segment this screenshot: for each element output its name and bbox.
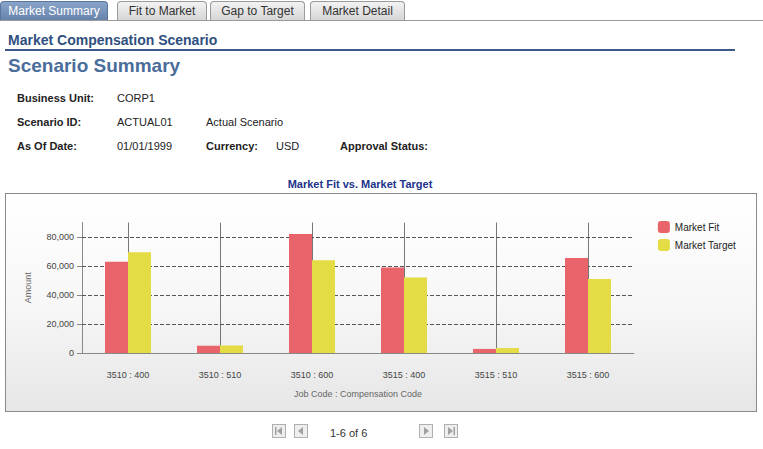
svg-text:Amount: Amount [23,272,33,304]
html-text:Scenario ID:: Scenario ID: [17,116,82,128]
html-text:01/01/1999: 01/01/1999 [117,140,173,152]
html-text:Scenario Summary: Scenario Summary [8,55,181,76]
svg-text:3515 : 510: 3515 : 510 [475,370,518,380]
html-text:Market Fit vs. Market Target: Market Fit vs. Market Target [287,178,433,190]
svg-text:3515 : 400: 3515 : 400 [383,370,426,380]
html-text:Business Unit:: Business Unit: [17,92,94,104]
html-text:CORP1: CORP1 [117,92,155,104]
html-text:USD: USD [276,140,300,152]
html-text:Market Detail: Market Detail [322,4,393,18]
html-text:Market Compensation Scenario: Market Compensation Scenario [8,32,218,48]
svg-text:3510 : 400: 3510 : 400 [107,370,150,380]
html-text:Gap to Target: Gap to Target [221,4,294,18]
svg-text:20,000: 20,000 [46,319,74,329]
svg-text:Job Code : Compensation Code: Job Code : Compensation Code [294,389,422,399]
svg-text:3510 : 510: 3510 : 510 [199,370,242,380]
svg-text:Market Fit: Market Fit [675,222,720,233]
html-text:ACTUAL01: ACTUAL01 [117,116,173,128]
svg-text:80,000: 80,000 [46,232,74,242]
html-text:As Of Date:: As Of Date: [17,140,77,152]
svg-text:60,000: 60,000 [46,261,74,271]
html-text:Currency:: Currency: [206,140,258,152]
html-text:Actual Scenario: Actual Scenario [206,116,283,128]
svg-text:Market Target: Market Target [675,240,736,251]
html-text:1-6 of 6: 1-6 of 6 [330,427,368,439]
svg-text:3510 : 600: 3510 : 600 [291,370,334,380]
html-text:Market Summary: Market Summary [8,4,100,18]
html-text:Fit to Market: Fit to Market [128,4,196,18]
svg-text:0: 0 [69,348,74,358]
html-text:Approval Status:: Approval Status: [340,140,428,152]
svg-text:3515 : 600: 3515 : 600 [567,370,610,380]
svg-text:40,000: 40,000 [46,290,74,300]
